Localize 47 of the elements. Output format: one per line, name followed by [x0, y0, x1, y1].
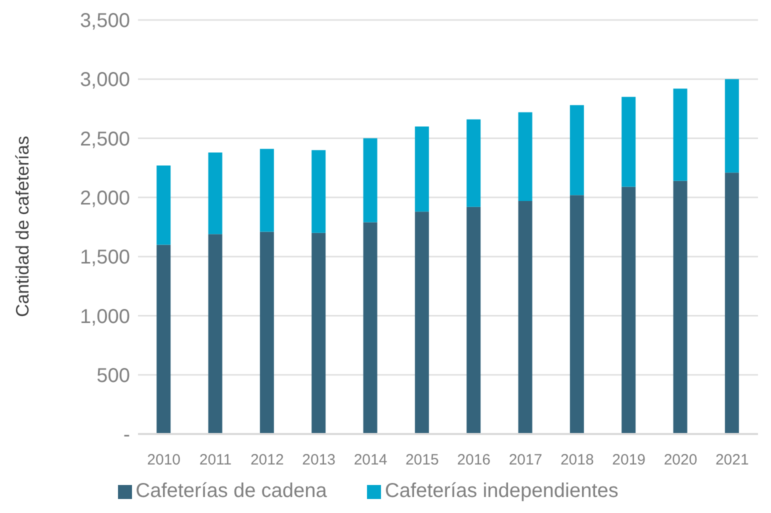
x-tick-label: 2019 — [612, 452, 646, 469]
y-tick-label: 1,500 — [80, 246, 130, 269]
x-tick-label: 2017 — [508, 452, 542, 469]
bar — [414, 212, 429, 434]
bar — [312, 150, 326, 233]
x-tick-label: 2020 — [664, 452, 698, 469]
y-axis-title: Cantidad de cafeterías — [12, 136, 32, 317]
y-tick-label: 3,500 — [80, 10, 130, 32]
bar — [466, 119, 481, 207]
bar — [570, 195, 584, 434]
bar — [208, 152, 222, 234]
legend-label: Cafeterías de cadena — [136, 480, 327, 502]
y-tick-label: 500 — [96, 364, 130, 387]
x-tick-label: 2016 — [457, 452, 491, 469]
x-tick-label: 2021 — [715, 452, 749, 469]
bar — [312, 232, 326, 434]
x-tick-label: 2018 — [560, 452, 594, 469]
bar — [363, 138, 378, 222]
bar — [570, 105, 584, 196]
y-tick-label: 2,000 — [80, 188, 130, 210]
bar — [622, 186, 636, 434]
bar — [260, 148, 274, 232]
x-tick-label: 2011 — [199, 452, 232, 469]
x-tick-label: 2010 — [147, 452, 181, 469]
x-tick-label: 2013 — [302, 452, 336, 469]
y-tick-label: 1,000 — [80, 306, 130, 328]
bar — [466, 206, 481, 434]
x-tick-label: 2014 — [354, 452, 388, 469]
legend-label: Cafeterías independientes — [384, 480, 618, 502]
bar — [724, 79, 739, 173]
bar — [414, 126, 429, 212]
bar — [724, 172, 739, 434]
y-tick-label: 3,000 — [80, 69, 130, 92]
bar — [260, 232, 274, 434]
y-tick-label: 2,500 — [80, 128, 130, 150]
bar — [208, 234, 222, 434]
bar — [518, 112, 532, 201]
bar — [156, 165, 171, 245]
y-tick-label: - — [123, 424, 130, 446]
bar — [156, 244, 171, 434]
bar — [673, 88, 688, 181]
bar — [363, 222, 378, 434]
x-tick-label: 2015 — [405, 452, 439, 469]
bar — [622, 96, 636, 187]
bar — [518, 200, 532, 434]
x-tick-label: 2012 — [250, 452, 284, 469]
bar — [673, 180, 688, 434]
